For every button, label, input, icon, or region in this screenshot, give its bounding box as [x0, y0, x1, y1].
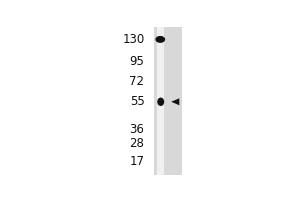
Circle shape: [156, 37, 164, 42]
Ellipse shape: [157, 98, 164, 106]
Text: 28: 28: [130, 137, 145, 150]
Polygon shape: [171, 98, 179, 105]
Text: 55: 55: [130, 95, 145, 108]
Bar: [154, 27, 182, 175]
Text: 36: 36: [130, 123, 145, 136]
Text: 95: 95: [130, 55, 145, 68]
Text: 72: 72: [130, 75, 145, 88]
Text: 17: 17: [130, 155, 145, 168]
Text: 130: 130: [122, 33, 145, 46]
Bar: [157, 27, 164, 175]
